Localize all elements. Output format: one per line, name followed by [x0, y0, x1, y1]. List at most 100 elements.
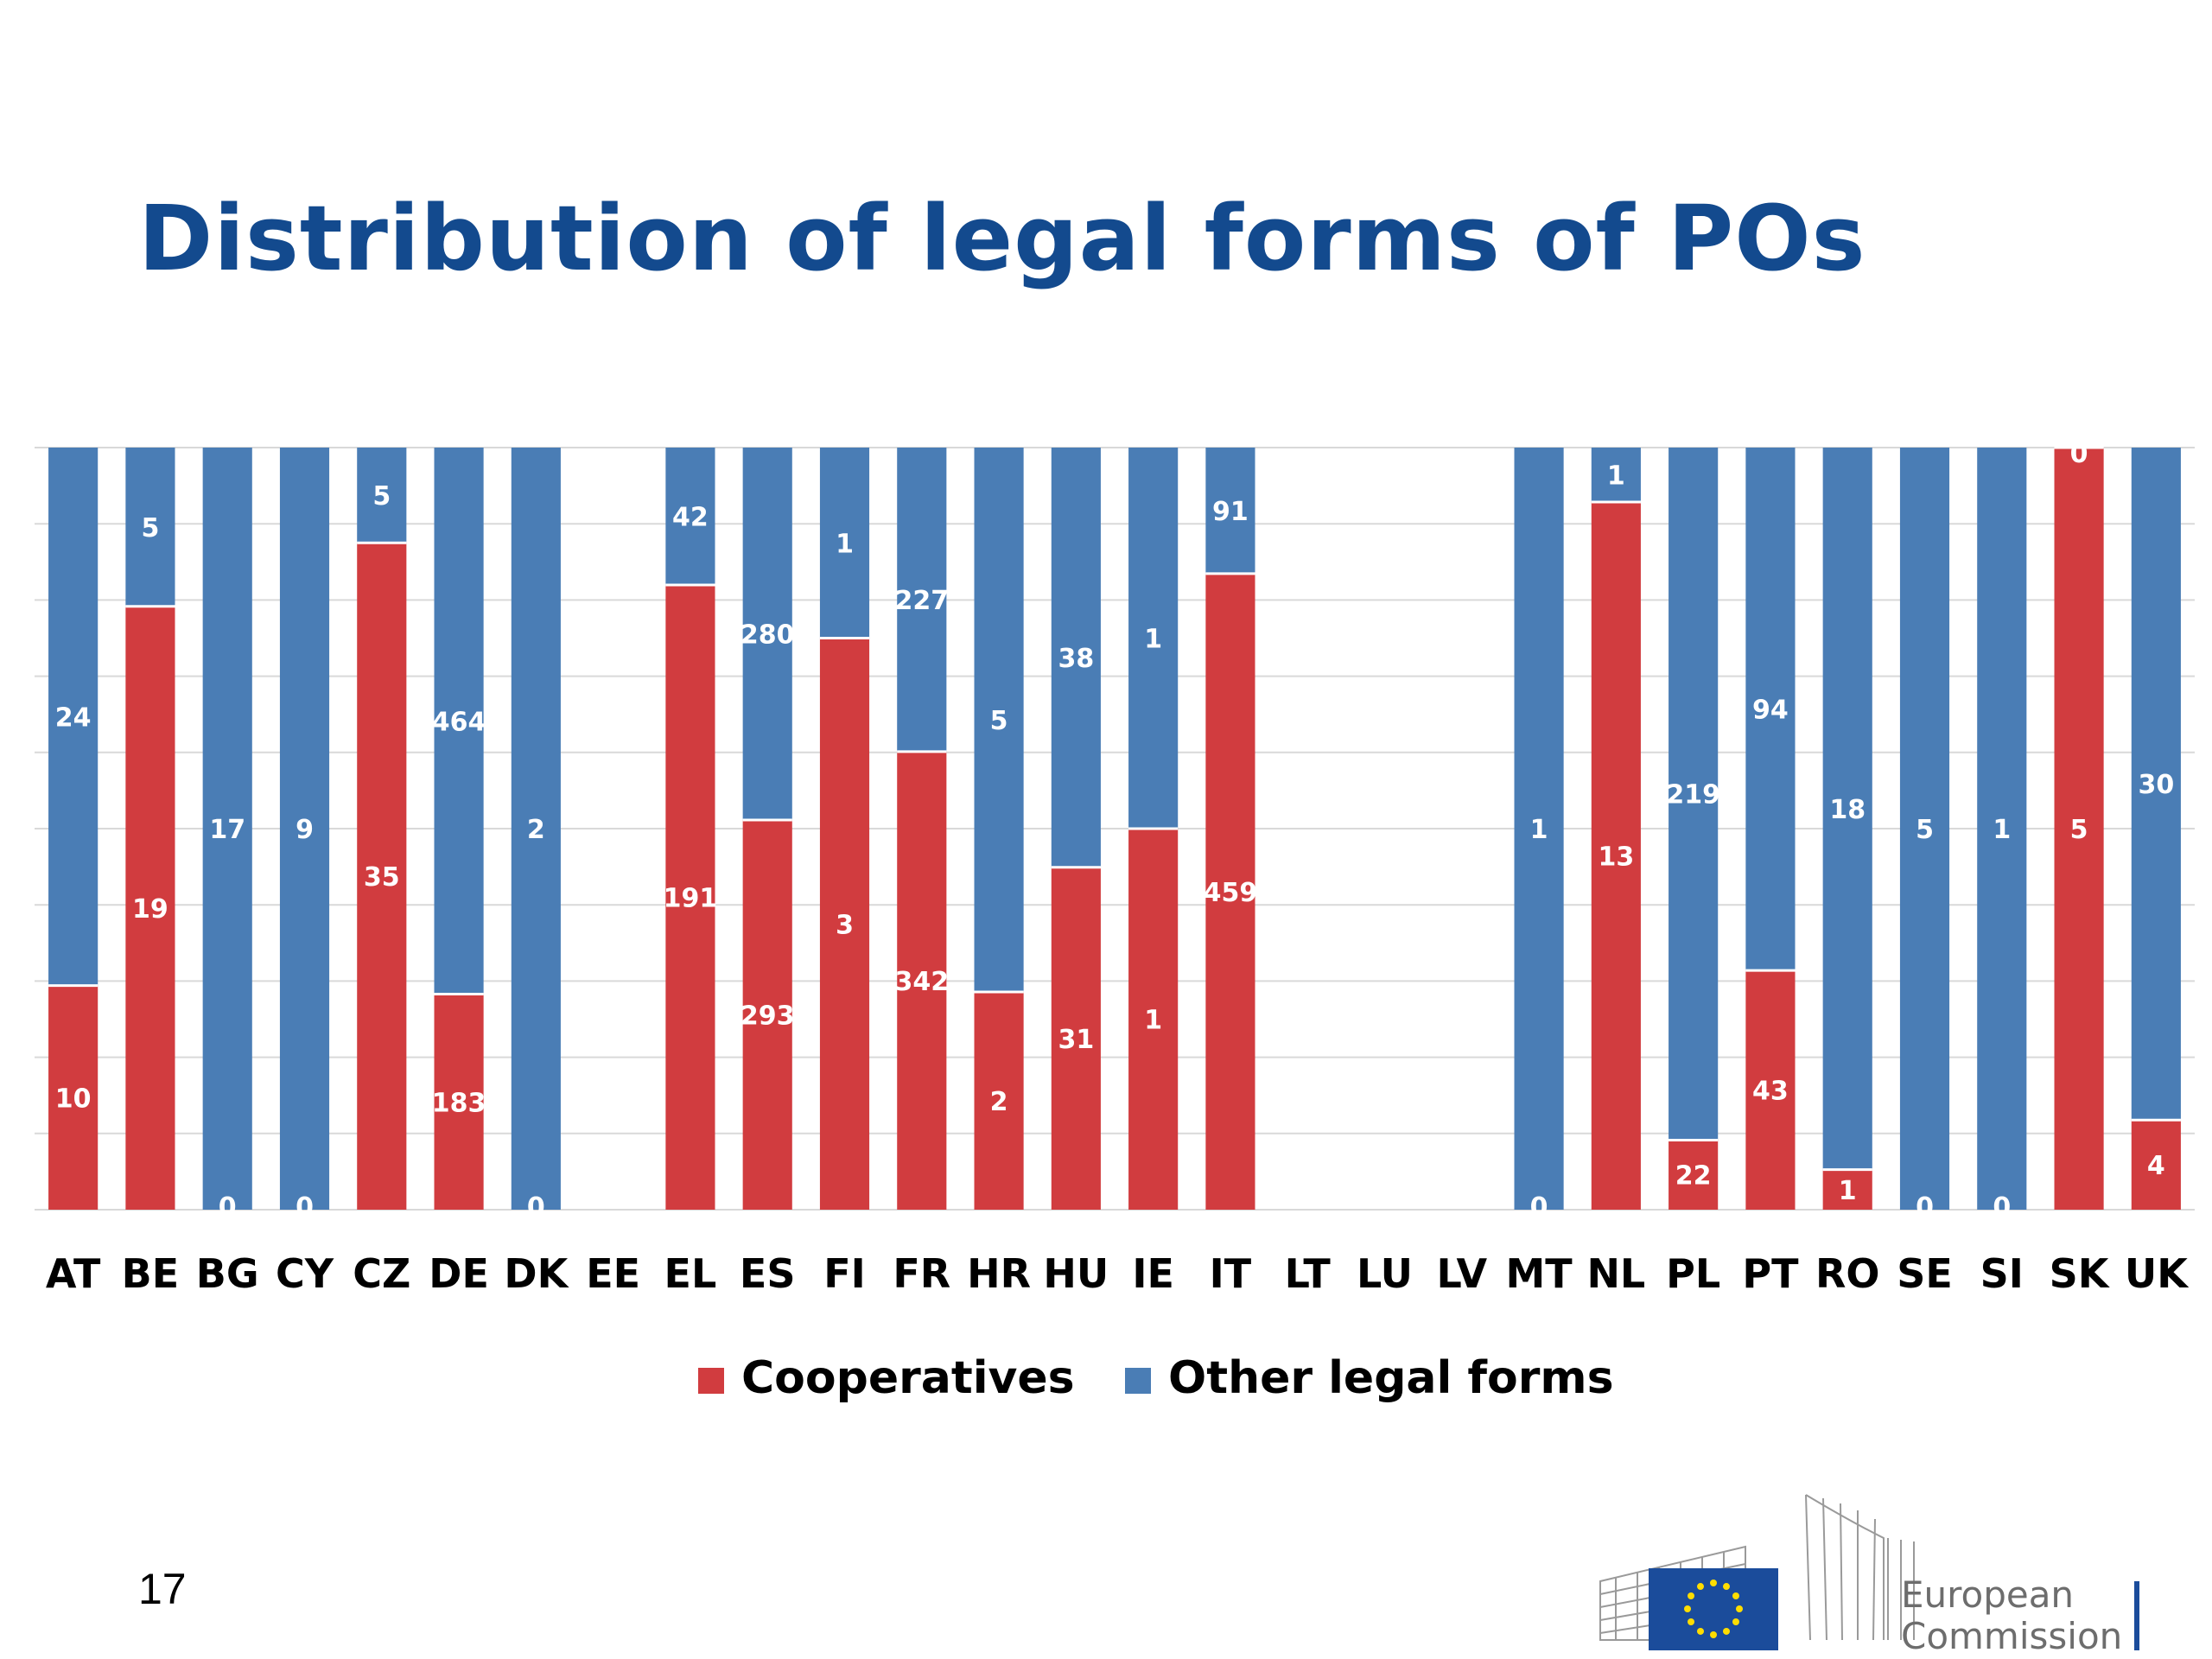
eu-star-icon: [1688, 1592, 1695, 1599]
slide-title: Distribution of legal forms of POs: [138, 186, 1866, 291]
bar-cooperatives: [1669, 1140, 1719, 1210]
x-axis-labels: AT BE BG CY CZ DE DK EE EL ES FI FR HR HU IE IT LT LU LV MT…: [46, 1250, 2190, 1297]
legend: Cooperatives Other legal forms: [698, 1352, 1614, 1404]
x-tick-label: HU: [1043, 1250, 1109, 1297]
data-label-other: 1: [1144, 625, 1162, 655]
eu-star-icon: [1736, 1605, 1743, 1612]
x-tick-label: DK: [504, 1250, 569, 1297]
bar-cooperatives: [1205, 573, 1255, 1210]
bar-other: [2131, 448, 2181, 1121]
legend-swatch-other: [1125, 1368, 1151, 1394]
value-labels: 1024195017093551834640219142293280313422…: [55, 439, 2174, 1223]
bar-cooperatives: [434, 994, 484, 1210]
data-label-other: 91: [1212, 497, 1249, 527]
data-label-other: 94: [1752, 696, 1789, 726]
data-label-other: 30: [2138, 770, 2174, 800]
eu-star-icon: [1732, 1618, 1739, 1625]
data-label-cooperatives: 35: [364, 862, 400, 893]
data-label-other: 1: [1530, 815, 1548, 845]
bar-other: [1822, 448, 1872, 1170]
data-label-other: 2: [527, 815, 545, 845]
data-label-cooperatives: 0: [1530, 1192, 1548, 1223]
bar-other: [511, 448, 561, 1210]
bar-other: [897, 448, 947, 752]
data-label-cooperatives: 0: [296, 1192, 314, 1223]
bar-cooperatives: [1128, 829, 1179, 1210]
x-tick-label: FI: [823, 1250, 866, 1297]
bar-other: [1514, 448, 1564, 1210]
x-tick-label: SK: [2050, 1250, 2111, 1297]
bar-cooperatives: [48, 985, 99, 1210]
data-label-cooperatives: 0: [219, 1192, 237, 1223]
logo-text-european: European: [1901, 1573, 2074, 1616]
bar-cooperatives: [125, 606, 175, 1210]
legend-label-cooperatives: Cooperatives: [741, 1352, 1075, 1404]
eu-star-icon: [1710, 1631, 1717, 1638]
data-label-other: 5: [372, 481, 391, 512]
bar-other: [1205, 448, 1255, 574]
x-tick-label: BG: [196, 1250, 259, 1297]
bar-cooperatives: [2131, 1120, 2181, 1210]
x-tick-label: CZ: [353, 1250, 410, 1297]
x-tick-label: NL: [1586, 1250, 1645, 1297]
bar-other: [1899, 448, 1950, 1210]
x-tick-label: HR: [967, 1250, 1031, 1297]
eu-stars: [1684, 1580, 1743, 1638]
legend-swatch-cooperatives: [698, 1368, 724, 1394]
data-label-other: 227: [894, 586, 949, 616]
data-label-cooperatives: 183: [432, 1088, 486, 1118]
data-label-cooperatives: 191: [664, 883, 718, 913]
x-tick-label: IE: [1132, 1250, 1174, 1297]
eu-star-icon: [1732, 1592, 1739, 1599]
data-label-cooperatives: 5: [2070, 815, 2088, 845]
eu-star-icon: [1723, 1627, 1730, 1635]
x-tick-label: SI: [1980, 1250, 2024, 1297]
data-label-other: 464: [432, 707, 486, 737]
x-tick-label: ES: [740, 1250, 796, 1297]
stacked-bar-chart: 1024195017093551834640219142293280313422…: [35, 439, 2195, 1404]
x-tick-label: PT: [1742, 1250, 1799, 1297]
bar-other: [1745, 448, 1796, 971]
x-tick-label: FR: [893, 1250, 950, 1297]
x-tick-label: RO: [1815, 1250, 1880, 1297]
data-label-other: 0: [2070, 439, 2088, 469]
data-label-other: 9: [296, 815, 314, 845]
data-label-other: 24: [55, 702, 92, 733]
data-label-cooperatives: 0: [527, 1192, 545, 1223]
bar-cooperatives: [974, 992, 1024, 1210]
bar-other: [1128, 448, 1179, 829]
x-tick-label: LU: [1357, 1250, 1413, 1297]
bar-other: [434, 448, 484, 995]
data-label-other: 42: [672, 502, 709, 532]
data-label-other: 38: [1058, 644, 1094, 674]
x-tick-label: AT: [46, 1250, 101, 1297]
data-label-cooperatives: 0: [1916, 1192, 1934, 1223]
data-label-cooperatives: 22: [1675, 1161, 1712, 1192]
x-tick-label: IT: [1210, 1250, 1252, 1297]
eu-star-icon: [1697, 1583, 1704, 1591]
data-label-cooperatives: 43: [1752, 1077, 1789, 1107]
bar-other: [1669, 448, 1719, 1141]
data-label-other: 1: [836, 529, 854, 559]
x-tick-label: SE: [1897, 1250, 1953, 1297]
data-label-cooperatives: 459: [1204, 878, 1258, 908]
data-label-cooperatives: 13: [1598, 842, 1634, 873]
x-tick-label: EE: [586, 1250, 640, 1297]
bar-cooperatives: [1745, 970, 1796, 1210]
bar-cooperatives: [1822, 1169, 1872, 1210]
x-tick-label: LT: [1285, 1250, 1332, 1297]
data-label-other: 5: [990, 706, 1008, 736]
page-number: 17: [138, 1565, 187, 1613]
bar-other: [1051, 448, 1101, 868]
data-label-cooperatives: 1: [1839, 1176, 1857, 1206]
bar-other: [125, 448, 175, 607]
data-label-cooperatives: 3: [836, 910, 854, 940]
data-label-cooperatives: 1: [1144, 1006, 1162, 1036]
data-label-cooperatives: 342: [894, 967, 949, 997]
bars: [48, 446, 2181, 1210]
bar-other: [819, 448, 870, 639]
eu-star-icon: [1684, 1605, 1691, 1612]
data-label-cooperatives: 293: [741, 1001, 795, 1031]
eu-star-icon: [1710, 1580, 1717, 1586]
x-tick-label: BE: [122, 1250, 179, 1297]
